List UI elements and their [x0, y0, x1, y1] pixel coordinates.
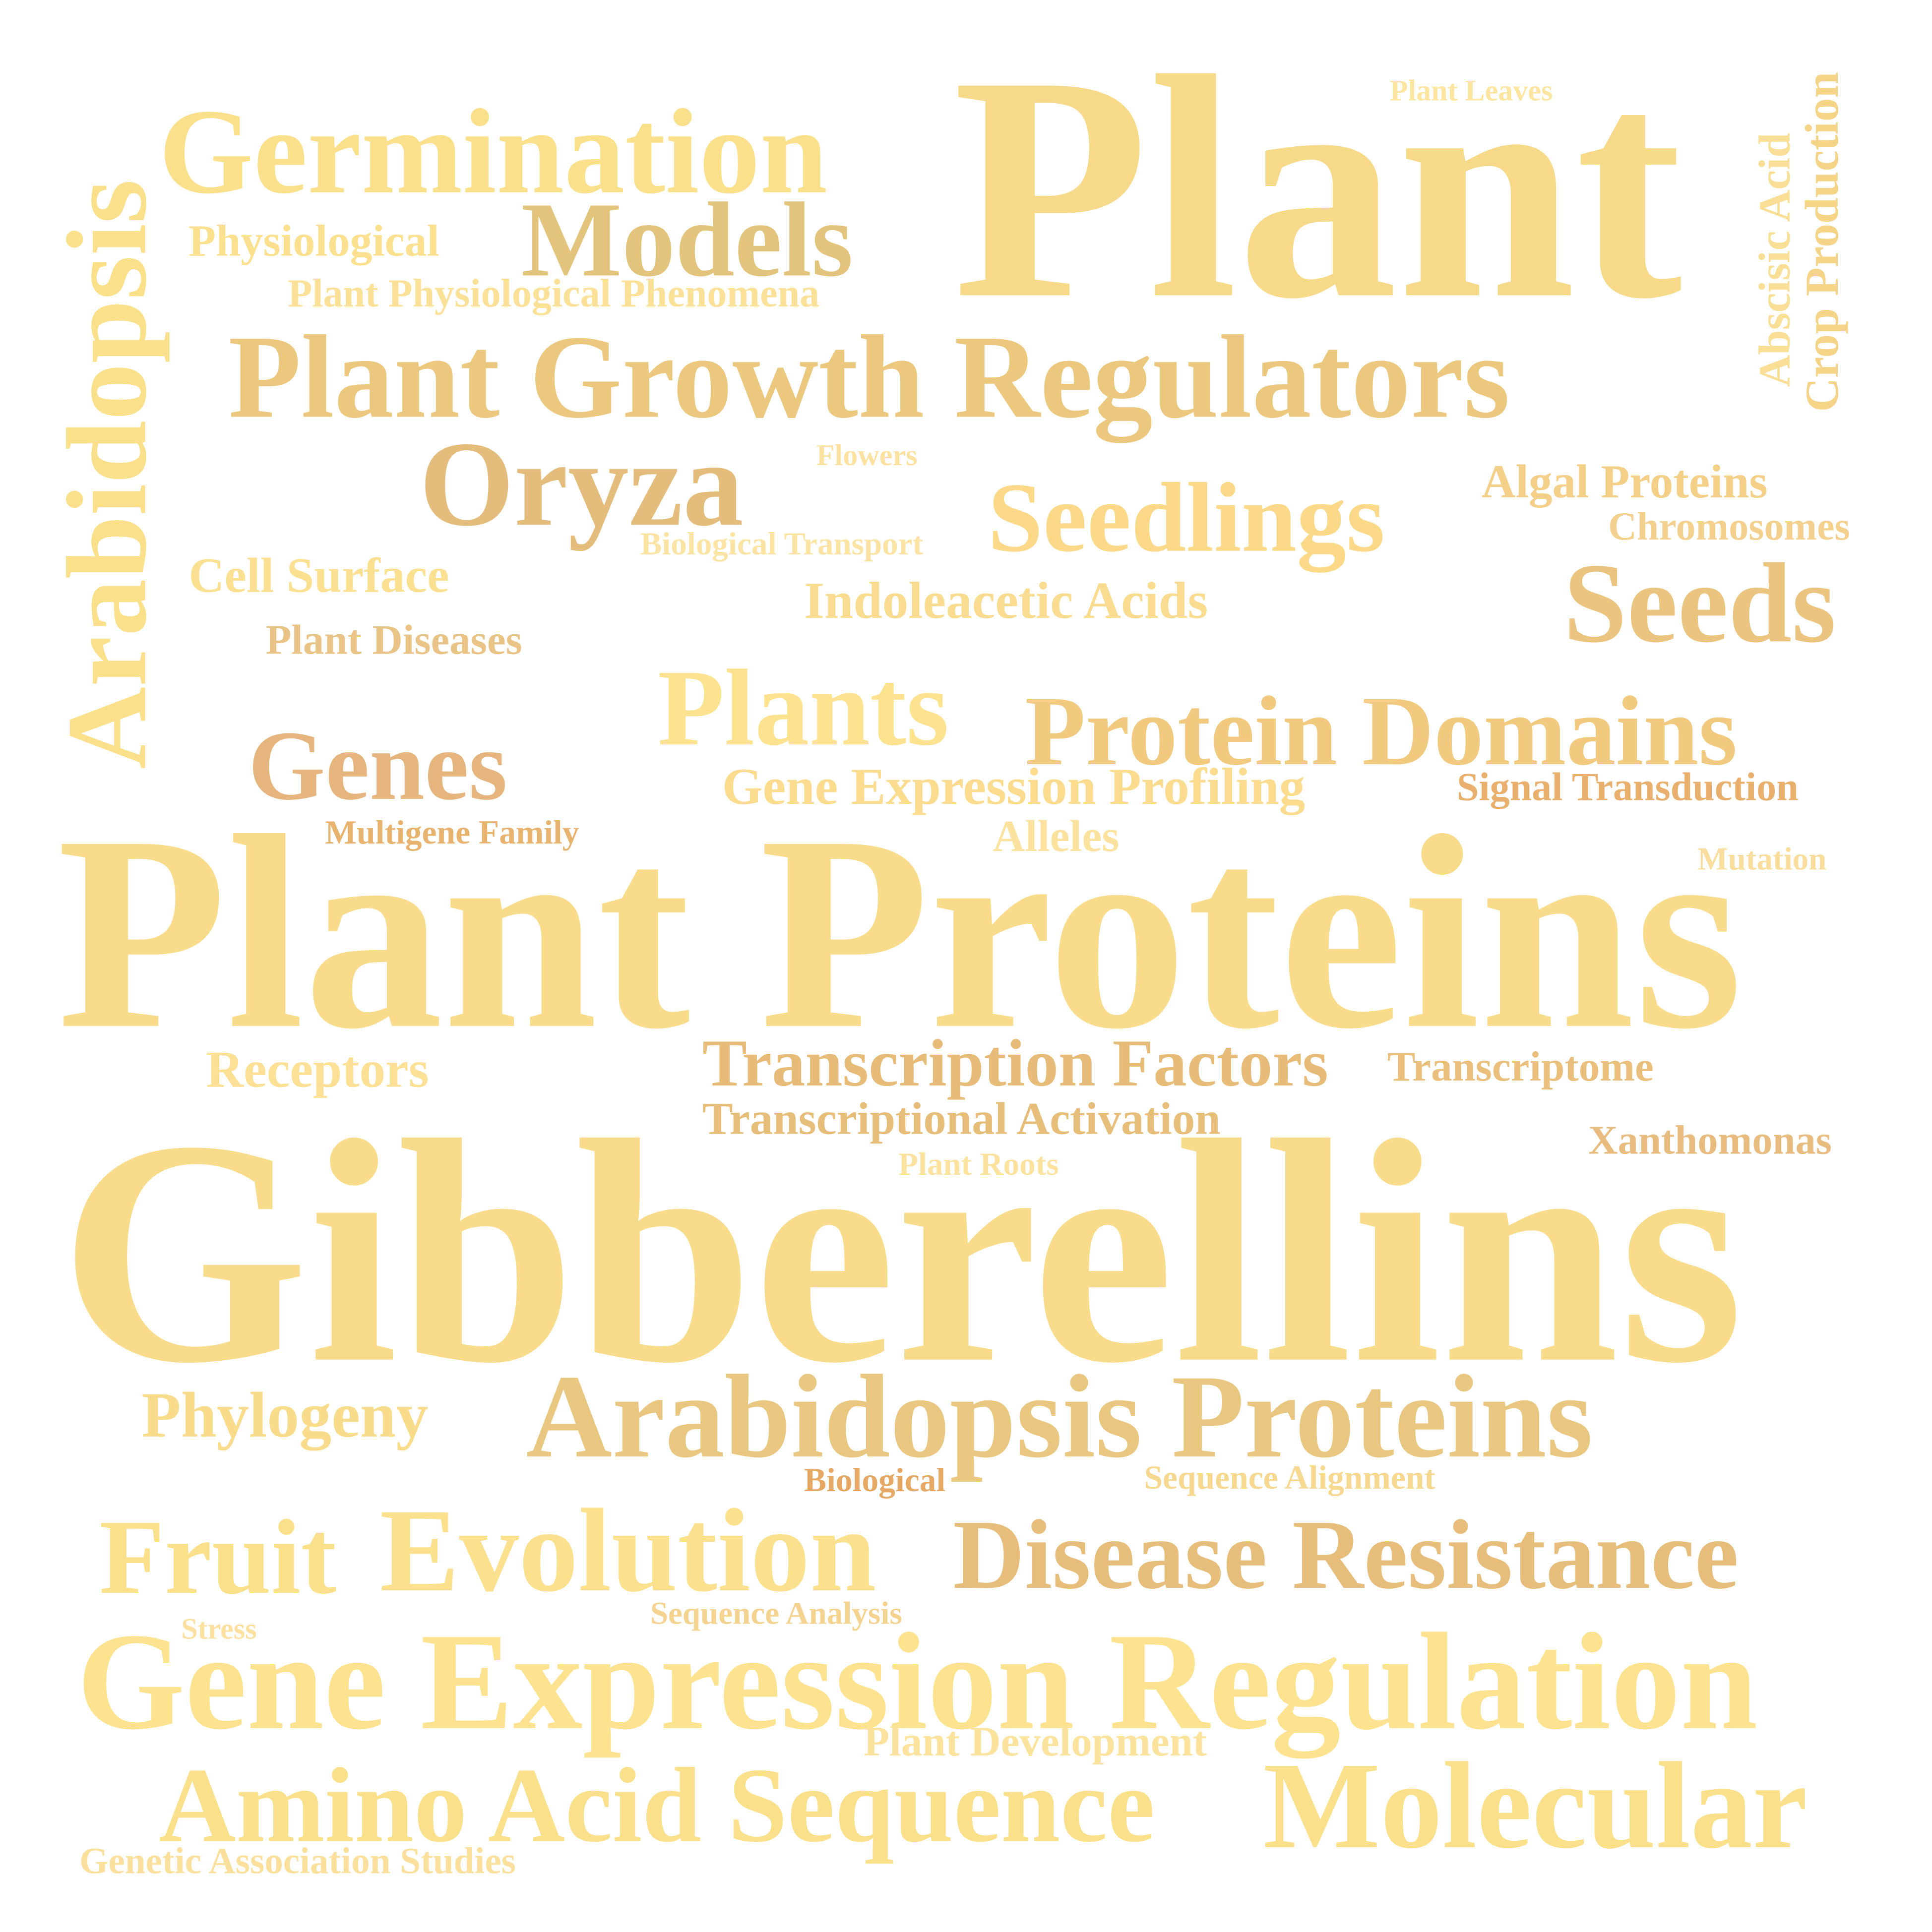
- word-genes: Genes: [248, 712, 507, 822]
- word-disease-resistance: Disease Resistance: [953, 1501, 1739, 1611]
- word-chromosomes: Chromosomes: [1608, 503, 1850, 548]
- word-plant-physiological-phenomena: Plant Physiological Phenomena: [288, 270, 820, 315]
- word-seeds: Seeds: [1563, 540, 1836, 666]
- word-phylogeny: Phylogeny: [141, 1381, 429, 1451]
- word-multigene-family: Multigene Family: [325, 814, 579, 851]
- word-gibberellins: Gibberellins: [60, 1074, 1744, 1429]
- word-mutation: Mutation: [1697, 841, 1827, 877]
- word-amino-acid-sequence: Amino Acid Sequence: [159, 1745, 1155, 1865]
- word-signal-transduction: Signal Transduction: [1456, 764, 1799, 809]
- word-fruit: Fruit: [99, 1497, 337, 1617]
- word-arabidopsis: Arabidopsis: [43, 179, 170, 769]
- word-plant-proteins: Plant Proteins: [57, 779, 1743, 1087]
- word-transcriptome: Transcriptome: [1387, 1044, 1654, 1090]
- word-oryza: Oryza: [419, 418, 744, 552]
- word-sequence-analysis: Sequence Analysis: [650, 1595, 902, 1631]
- word-sequence-alignment: Sequence Alignment: [1144, 1458, 1435, 1496]
- word-abscisic-acid: Abscisic Acid: [1749, 132, 1800, 387]
- word-plant-diseases: Plant Diseases: [265, 617, 522, 664]
- word-genetic-association-studies: Genetic Association Studies: [79, 1841, 516, 1882]
- word-plant-growth-regulators: Plant Growth Regulators: [228, 310, 1510, 443]
- word-xanthomonas: Xanthomonas: [1588, 1119, 1832, 1164]
- word-receptors: Receptors: [206, 1042, 429, 1099]
- word-seedlings: Seedlings: [988, 464, 1385, 573]
- word-evolution: Evolution: [379, 1483, 876, 1617]
- word-protein-domains: Protein Domains: [1025, 677, 1738, 787]
- word-biological-transport: Biological Transport: [640, 526, 924, 562]
- word-germination: Germination: [159, 85, 828, 220]
- word-gene-expression-regulation: Gene Expression Regulation: [77, 1605, 1758, 1759]
- word-physiological: Physiological: [188, 216, 439, 266]
- word-gene-expression-profiling: Gene Expression Profiling: [722, 759, 1306, 817]
- word-cell-surface: Cell Surface: [188, 547, 449, 603]
- word-plant-roots: Plant Roots: [898, 1146, 1059, 1183]
- word-flowers: Flowers: [816, 440, 918, 473]
- word-crop-production: Crop Production: [1797, 71, 1849, 412]
- word-molecular: Molecular: [1263, 1737, 1808, 1874]
- word-biological: Biological: [804, 1461, 946, 1499]
- word-transcriptional-activation: Transcriptional Activation: [702, 1094, 1221, 1145]
- word-transcription-factors: Transcription Factors: [702, 1026, 1328, 1100]
- word-models: Models: [521, 180, 853, 299]
- word-indoleacetic-acids: Indoleacetic Acids: [804, 573, 1208, 630]
- word-stress: Stress: [181, 1614, 257, 1646]
- word-algal-proteins: Algal Proteins: [1481, 456, 1768, 509]
- word-alleles: Alleles: [993, 811, 1120, 861]
- word-plants: Plants: [657, 649, 949, 769]
- word-arabidopsis-proteins: Arabidopsis Proteins: [526, 1349, 1593, 1483]
- word-plant-development: Plant Development: [864, 1719, 1207, 1765]
- word-plant-leaves: Plant Leaves: [1389, 75, 1553, 108]
- word-plant: Plant: [953, 10, 1683, 365]
